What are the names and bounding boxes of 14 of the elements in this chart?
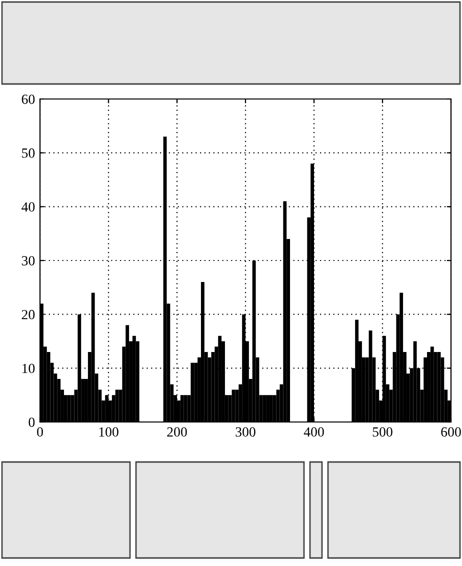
x-tick-label: 400 [304,427,324,437]
y-tick-label: 40 [22,202,35,212]
y-tick-label: 0 [28,418,35,427]
x-tick-label: 300 [236,427,256,437]
x-tick-label: 0 [37,427,43,437]
x-tick-label: 500 [372,427,392,437]
x-tick-label: 600 [441,427,461,437]
y-tick-label: 20 [22,310,35,320]
y-tick-label: 50 [22,148,35,158]
y-tick-label: 60 [22,94,35,104]
x-tick-label: 100 [99,427,118,437]
x-tick-label: 200 [167,427,187,437]
y-tick-label: 30 [22,256,35,266]
y-tick-label: 10 [22,364,35,374]
